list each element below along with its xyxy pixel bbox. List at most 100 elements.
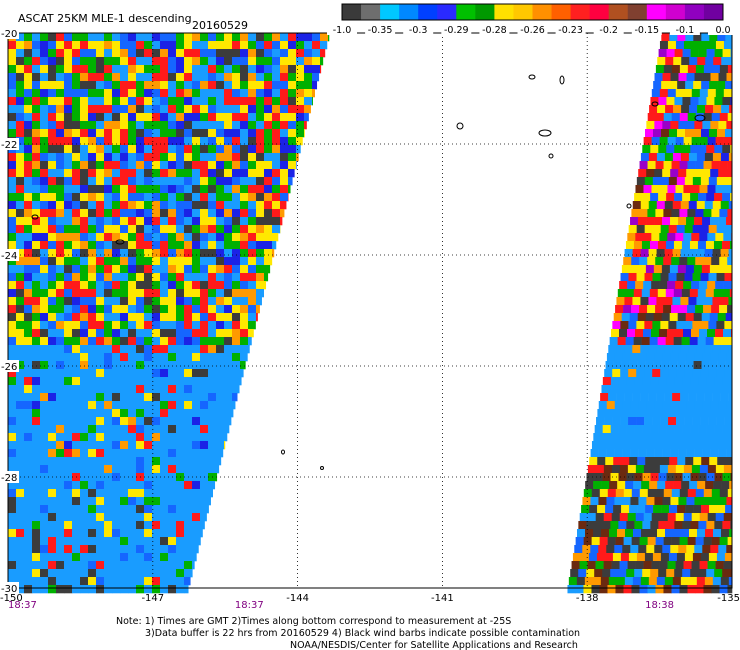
left-swath-cell [8, 441, 17, 450]
left-swath-cell [80, 545, 89, 554]
left-swath-cell [248, 73, 257, 82]
left-swath-cell [24, 401, 33, 410]
right-swath-cell [662, 353, 672, 362]
left-swath-cell [112, 145, 121, 154]
right-swath-cell [677, 505, 686, 514]
right-swath-cell [701, 81, 710, 90]
right-swath-cell [690, 377, 700, 386]
left-swath-cell [112, 209, 121, 218]
right-swath-cell [690, 145, 699, 154]
left-swath-cell [120, 329, 129, 338]
colorbar-label-backdrop [669, 24, 700, 35]
left-swath-cell [72, 257, 81, 266]
left-swath-cell [280, 105, 289, 114]
left-swath-cell [24, 273, 33, 282]
left-swath-cell [240, 361, 246, 370]
left-swath-cell [216, 201, 225, 210]
colorbar-label-backdrop [327, 24, 357, 35]
right-swath-cell [597, 505, 606, 514]
right-swath-cell [707, 513, 717, 522]
left-swath-cell [320, 33, 329, 42]
left-swath-cell [104, 329, 113, 338]
left-swath-cell [224, 193, 233, 202]
right-swath-cell [729, 385, 733, 394]
left-swath-cell [168, 217, 177, 226]
left-swath-cell [24, 553, 33, 562]
right-swath-cell [653, 129, 662, 138]
left-swath-cell [72, 529, 81, 538]
right-swath-cell [656, 249, 665, 258]
left-swath-cell [104, 513, 113, 522]
left-swath-cell [224, 105, 233, 114]
right-swath-cell [659, 465, 669, 474]
left-swath-cell [184, 401, 193, 410]
left-swath-cell [72, 313, 81, 322]
left-swath-cell [80, 489, 89, 498]
left-swath-cell [208, 65, 217, 74]
right-swath-cell [719, 489, 729, 498]
left-swath-cell [96, 321, 105, 330]
right-swath-cell [675, 561, 684, 570]
left-swath-cell [32, 193, 41, 202]
right-swath-cell [705, 105, 714, 114]
right-swath-cell [653, 81, 662, 90]
left-swath-cell [152, 401, 161, 410]
right-swath-cell [701, 409, 710, 418]
right-swath-cell [631, 305, 640, 314]
left-swath-cell [104, 185, 113, 194]
right-swath-cell [659, 281, 668, 290]
left-swath-cell [80, 313, 89, 322]
left-swath-cell [240, 81, 249, 90]
island-outline [456, 122, 464, 130]
right-swath-cell [659, 561, 668, 570]
right-swath-cell [636, 225, 645, 234]
left-swath-cell [104, 481, 113, 490]
left-swath-cell [8, 265, 17, 274]
colorbar-label-backdrop [517, 24, 548, 35]
left-swath-cell [88, 297, 97, 306]
left-swath-cell [8, 313, 17, 322]
right-swath-cell [722, 473, 731, 482]
left-swath-cell [232, 345, 241, 354]
left-swath-cell [8, 217, 17, 226]
right-swath-cell [597, 409, 606, 418]
left-swath-cell [88, 313, 97, 322]
left-swath-cell [88, 105, 97, 114]
left-swath-cell [176, 537, 185, 546]
left-swath-cell [288, 41, 297, 50]
right-swath-cell [671, 113, 681, 122]
right-swath-cell [613, 457, 622, 466]
right-swath-cell [658, 473, 667, 482]
right-swath-cell [673, 105, 682, 114]
right-swath-cell [703, 257, 712, 266]
left-swath-cell [144, 233, 153, 242]
left-swath-cell [112, 137, 121, 146]
left-swath-cell [184, 137, 193, 146]
left-swath-cell [88, 337, 97, 346]
left-swath-cell [200, 369, 209, 378]
left-swath-cell [88, 193, 97, 202]
left-swath-cell [288, 73, 297, 82]
left-swath-cell [80, 361, 89, 370]
right-swath-cell [620, 369, 629, 378]
left-swath-cell [128, 249, 137, 258]
left-swath-cell [176, 465, 185, 474]
left-swath-cell [168, 401, 177, 410]
right-swath-cell [667, 561, 676, 570]
left-swath-cell [104, 577, 113, 586]
left-swath-cell [128, 585, 137, 594]
right-swath-cell [628, 553, 638, 562]
left-swath-cell [168, 433, 177, 442]
left-swath-cell [120, 417, 129, 426]
left-swath-cell [112, 569, 121, 578]
left-swath-cell [8, 209, 17, 218]
left-swath-cell [152, 273, 161, 282]
left-swath-cell [56, 345, 65, 354]
left-swath-cell [240, 201, 249, 210]
left-swath-cell [32, 417, 41, 426]
colorbar-swatch [646, 4, 667, 20]
left-swath-cell [208, 177, 217, 186]
left-swath-cell [8, 129, 17, 138]
left-swath-cell [128, 569, 137, 578]
left-swath-cell [216, 297, 225, 306]
